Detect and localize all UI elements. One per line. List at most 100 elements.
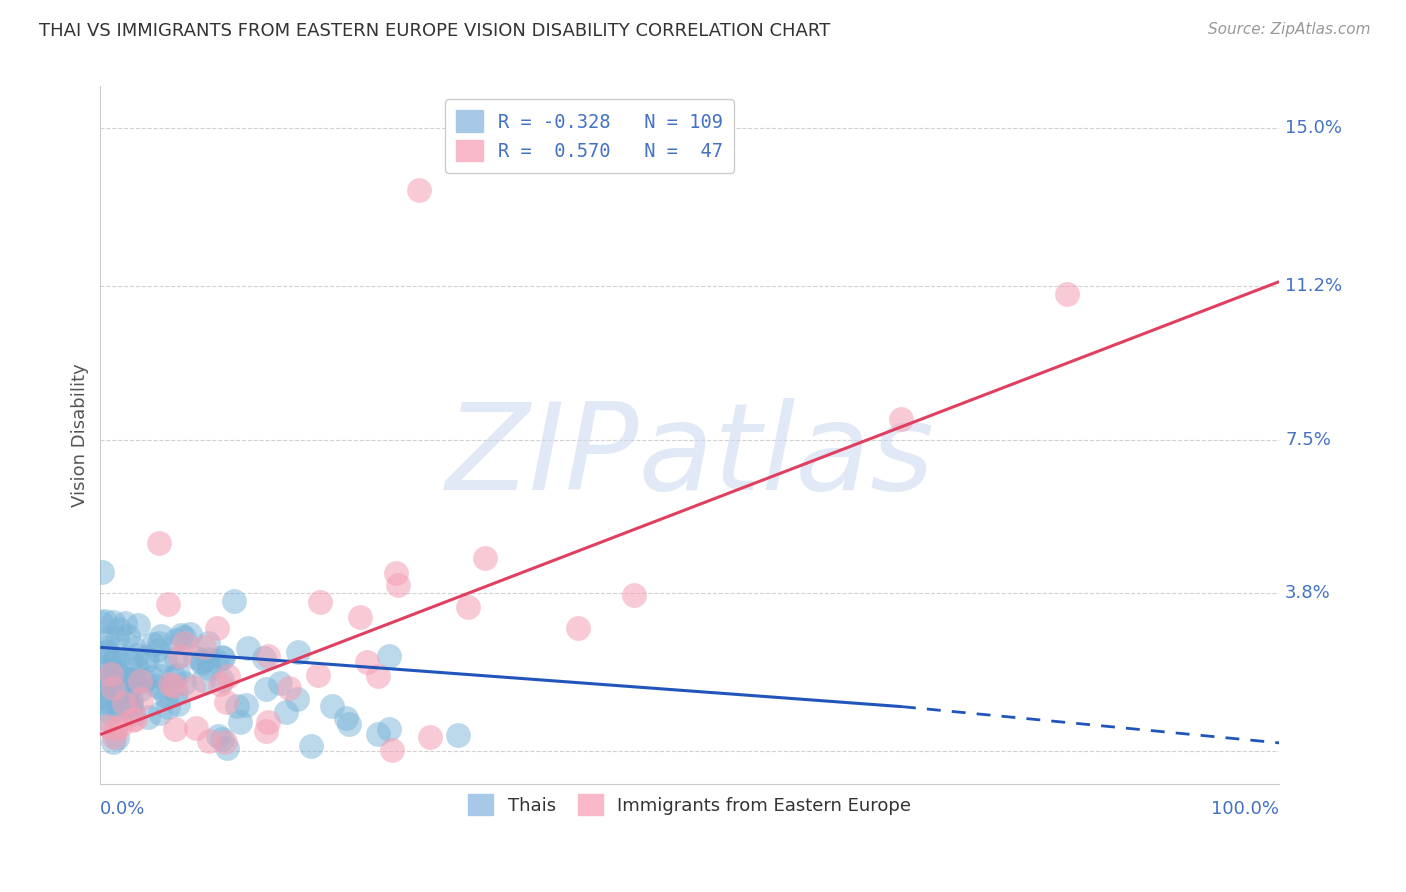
Point bbox=[105, 632, 128, 646]
Point bbox=[890, 411, 912, 425]
Point bbox=[207, 729, 229, 743]
Point bbox=[269, 676, 291, 690]
Point bbox=[378, 722, 401, 736]
Point bbox=[191, 654, 214, 668]
Point bbox=[217, 741, 239, 756]
Point bbox=[163, 679, 186, 693]
Point bbox=[337, 717, 360, 731]
Point bbox=[108, 674, 131, 689]
Point bbox=[120, 698, 142, 712]
Point bbox=[101, 735, 124, 749]
Point bbox=[167, 666, 190, 681]
Point bbox=[387, 578, 409, 592]
Text: 100.0%: 100.0% bbox=[1211, 800, 1279, 818]
Point bbox=[91, 711, 114, 725]
Point bbox=[307, 668, 329, 682]
Point bbox=[150, 629, 173, 643]
Point bbox=[157, 699, 180, 714]
Text: 15.0%: 15.0% bbox=[1285, 119, 1343, 136]
Point bbox=[198, 661, 221, 675]
Point bbox=[90, 615, 112, 630]
Point bbox=[256, 649, 278, 664]
Text: 3.8%: 3.8% bbox=[1285, 584, 1331, 602]
Point bbox=[103, 655, 125, 669]
Point bbox=[107, 702, 129, 716]
Text: 11.2%: 11.2% bbox=[1285, 277, 1343, 295]
Point bbox=[165, 684, 187, 698]
Point bbox=[100, 693, 122, 707]
Text: ZIPatlas: ZIPatlas bbox=[446, 398, 934, 515]
Point bbox=[97, 663, 120, 677]
Point bbox=[418, 730, 440, 744]
Point bbox=[125, 661, 148, 675]
Point bbox=[197, 636, 219, 650]
Point bbox=[157, 598, 180, 612]
Point bbox=[112, 670, 135, 684]
Point bbox=[335, 711, 357, 725]
Point bbox=[98, 659, 121, 673]
Point bbox=[117, 629, 139, 643]
Point bbox=[155, 690, 177, 704]
Point bbox=[127, 618, 149, 632]
Point bbox=[236, 640, 259, 655]
Point bbox=[105, 652, 128, 666]
Point bbox=[186, 721, 208, 735]
Point bbox=[367, 727, 389, 741]
Text: 7.5%: 7.5% bbox=[1285, 431, 1331, 449]
Point bbox=[129, 681, 152, 696]
Point bbox=[94, 614, 117, 628]
Point bbox=[165, 650, 187, 665]
Point bbox=[254, 682, 277, 697]
Point bbox=[308, 595, 330, 609]
Point bbox=[474, 551, 496, 566]
Point bbox=[120, 654, 142, 668]
Point bbox=[211, 732, 233, 747]
Point bbox=[100, 666, 122, 681]
Point bbox=[128, 675, 150, 690]
Point bbox=[211, 673, 233, 688]
Point bbox=[287, 645, 309, 659]
Point bbox=[139, 670, 162, 684]
Point bbox=[384, 566, 406, 581]
Point bbox=[94, 696, 117, 710]
Point bbox=[229, 714, 252, 729]
Point bbox=[120, 680, 142, 694]
Point bbox=[165, 632, 187, 647]
Point bbox=[254, 723, 277, 738]
Point bbox=[96, 632, 118, 647]
Point bbox=[150, 681, 173, 696]
Point bbox=[163, 670, 186, 684]
Text: 0.0%: 0.0% bbox=[100, 800, 146, 818]
Point bbox=[567, 622, 589, 636]
Point bbox=[91, 690, 114, 704]
Point bbox=[349, 609, 371, 624]
Point bbox=[184, 649, 207, 664]
Point bbox=[135, 649, 157, 664]
Text: THAI VS IMMIGRANTS FROM EASTERN EUROPE VISION DISABILITY CORRELATION CHART: THAI VS IMMIGRANTS FROM EASTERN EUROPE V… bbox=[39, 22, 831, 40]
Point bbox=[457, 599, 479, 614]
Point bbox=[121, 706, 143, 721]
Point bbox=[124, 712, 146, 726]
Point bbox=[148, 536, 170, 550]
Point bbox=[179, 627, 201, 641]
Point bbox=[114, 696, 136, 710]
Point bbox=[214, 695, 236, 709]
Point bbox=[225, 698, 247, 713]
Point bbox=[91, 671, 114, 685]
Point bbox=[170, 628, 193, 642]
Point bbox=[131, 692, 153, 706]
Point bbox=[93, 677, 115, 691]
Point bbox=[253, 651, 276, 665]
Point bbox=[121, 700, 143, 714]
Point bbox=[222, 593, 245, 607]
Point bbox=[132, 673, 155, 687]
Text: Source: ZipAtlas.com: Source: ZipAtlas.com bbox=[1208, 22, 1371, 37]
Point bbox=[173, 635, 195, 649]
Point bbox=[128, 674, 150, 689]
Point bbox=[356, 655, 378, 669]
Point bbox=[173, 630, 195, 644]
Point bbox=[108, 719, 131, 733]
Point bbox=[217, 669, 239, 683]
Point bbox=[101, 615, 124, 629]
Y-axis label: Vision Disability: Vision Disability bbox=[72, 364, 89, 508]
